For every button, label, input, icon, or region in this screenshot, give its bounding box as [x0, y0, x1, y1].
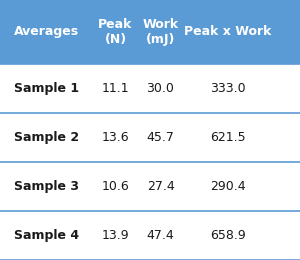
- Text: 658.9: 658.9: [210, 229, 246, 242]
- Text: Averages: Averages: [14, 25, 79, 38]
- Text: 290.4: 290.4: [210, 180, 246, 193]
- Bar: [0, 113, 300, 162]
- Bar: [0, 64, 300, 113]
- Text: 13.6: 13.6: [102, 131, 129, 144]
- Text: 30.0: 30.0: [147, 82, 174, 95]
- Text: 11.1: 11.1: [102, 82, 129, 95]
- Text: Sample 2: Sample 2: [14, 131, 79, 144]
- Text: 333.0: 333.0: [210, 82, 246, 95]
- Text: 621.5: 621.5: [210, 131, 246, 144]
- Text: Sample 3: Sample 3: [14, 180, 79, 193]
- Text: 27.4: 27.4: [147, 180, 174, 193]
- Text: Peak
(N): Peak (N): [98, 18, 133, 46]
- Text: 10.6: 10.6: [102, 180, 129, 193]
- Text: 13.9: 13.9: [102, 229, 129, 242]
- Bar: [0, 211, 300, 260]
- Text: Work
(mJ): Work (mJ): [142, 18, 178, 46]
- Text: 45.7: 45.7: [147, 131, 174, 144]
- Text: 47.4: 47.4: [147, 229, 174, 242]
- Text: Sample 1: Sample 1: [14, 82, 79, 95]
- Bar: [0, 0, 300, 64]
- Text: Sample 4: Sample 4: [14, 229, 79, 242]
- Bar: [0, 162, 300, 211]
- Text: Peak x Work: Peak x Work: [184, 25, 272, 38]
